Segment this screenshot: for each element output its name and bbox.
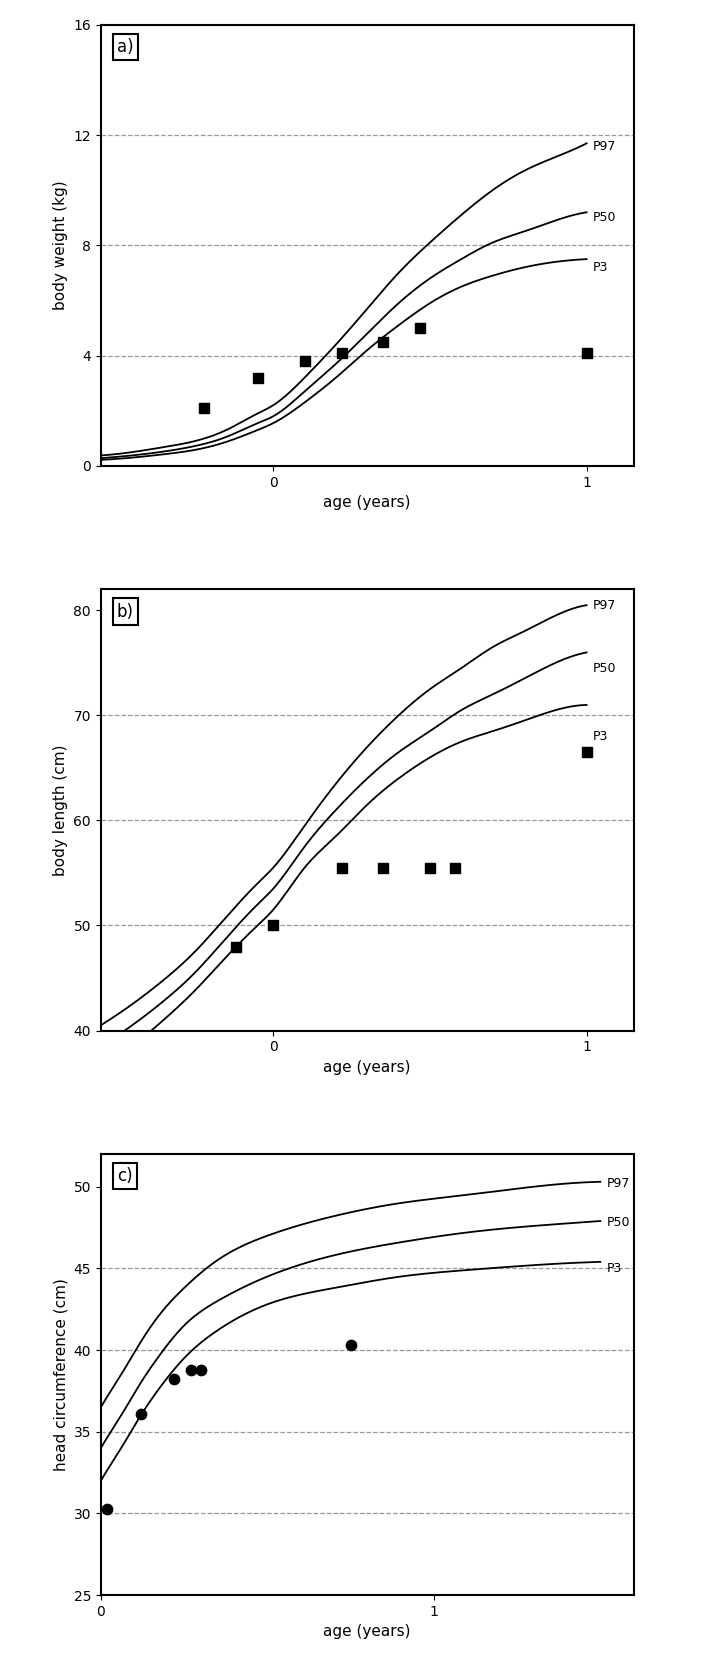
Text: P3: P3 [607, 1261, 622, 1274]
Point [135, 1400, 147, 1427]
Y-axis label: head circumference (cm): head circumference (cm) [53, 1278, 68, 1471]
Point [267, 912, 279, 939]
X-axis label: age (years): age (years) [323, 1625, 411, 1640]
Point [199, 395, 210, 422]
Y-axis label: body weight (kg): body weight (kg) [53, 180, 68, 311]
Text: P3: P3 [593, 731, 608, 742]
Point [581, 739, 593, 765]
Text: P50: P50 [607, 1217, 631, 1230]
Point [377, 855, 389, 881]
Point [581, 339, 593, 365]
Point [230, 934, 241, 960]
Point [415, 314, 426, 341]
Text: a): a) [117, 38, 133, 56]
Text: c): c) [117, 1167, 132, 1185]
Text: P97: P97 [607, 1177, 630, 1190]
X-axis label: age (years): age (years) [323, 1060, 411, 1074]
Point [336, 855, 348, 881]
Text: b): b) [117, 603, 134, 620]
Text: P50: P50 [593, 661, 616, 674]
Point [168, 1367, 180, 1393]
Text: P97: P97 [593, 598, 616, 612]
X-axis label: age (years): age (years) [323, 496, 411, 511]
Y-axis label: body length (cm): body length (cm) [53, 744, 68, 876]
Text: P97: P97 [593, 139, 616, 152]
Point [185, 1357, 197, 1384]
Point [345, 1332, 356, 1359]
Point [424, 855, 436, 881]
Point [377, 329, 389, 355]
Point [102, 1496, 113, 1522]
Text: P50: P50 [593, 212, 616, 225]
Point [336, 339, 348, 365]
Point [299, 347, 310, 374]
Point [195, 1357, 207, 1384]
Text: P3: P3 [593, 261, 608, 274]
Point [252, 364, 264, 390]
Point [449, 855, 461, 881]
